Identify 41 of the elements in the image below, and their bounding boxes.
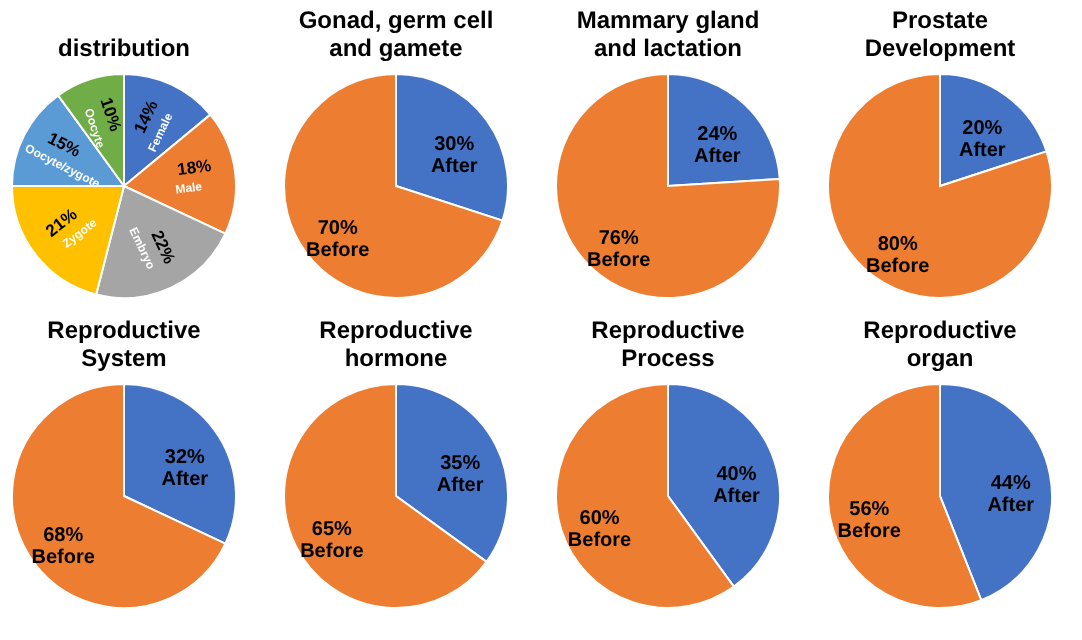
pie-slice bbox=[283, 73, 504, 299]
data-label: 68% bbox=[43, 524, 84, 547]
chart-title: Reproductive organ bbox=[863, 316, 1018, 372]
data-label: 80% bbox=[877, 234, 918, 257]
data-label: 70% bbox=[317, 218, 358, 241]
data-label: 65% bbox=[311, 518, 353, 541]
slice-label: After bbox=[713, 485, 761, 508]
data-label: 32% bbox=[164, 447, 206, 470]
pie-slice bbox=[555, 73, 781, 299]
slice-label: After bbox=[693, 145, 741, 168]
data-label: 44% bbox=[990, 472, 1031, 495]
chart-title: Gonad, germ cell and gamete bbox=[298, 6, 494, 62]
chart-title: Prostate Development bbox=[864, 6, 1016, 62]
data-label: 40% bbox=[716, 463, 757, 486]
chart-title: Mammary gland and lactation bbox=[576, 6, 760, 62]
chart-title: Reproductive Process bbox=[591, 316, 746, 372]
data-label: 10% bbox=[96, 95, 127, 135]
slice-label: Before bbox=[306, 240, 371, 263]
data-label: 60% bbox=[579, 508, 620, 531]
data-label: 56% bbox=[849, 499, 890, 522]
chart-title: Reproductive hormone bbox=[319, 316, 474, 372]
slice-label: Before bbox=[300, 540, 365, 563]
slice-label: Before bbox=[865, 256, 931, 279]
slice-label: After bbox=[161, 469, 209, 492]
chart-title: Reproductive System bbox=[47, 316, 202, 372]
slice-label: After bbox=[430, 155, 478, 178]
pie-slice bbox=[827, 73, 1053, 299]
data-label: 76% bbox=[598, 228, 639, 251]
slice-label: After bbox=[987, 494, 1035, 517]
data-label: 18% bbox=[176, 154, 214, 180]
slice-label: Before bbox=[837, 521, 902, 544]
slice-label: Before bbox=[31, 546, 96, 569]
data-label: 30% bbox=[434, 133, 475, 156]
slice-label: Before bbox=[567, 530, 633, 553]
slice-label: After bbox=[436, 475, 484, 498]
data-label: 35% bbox=[440, 453, 481, 476]
chart-title: distribution bbox=[58, 34, 190, 62]
slice-label: Before bbox=[587, 250, 652, 273]
data-label: 24% bbox=[697, 123, 738, 146]
data-label: 20% bbox=[962, 117, 1003, 140]
slice-label: After bbox=[958, 139, 1006, 162]
